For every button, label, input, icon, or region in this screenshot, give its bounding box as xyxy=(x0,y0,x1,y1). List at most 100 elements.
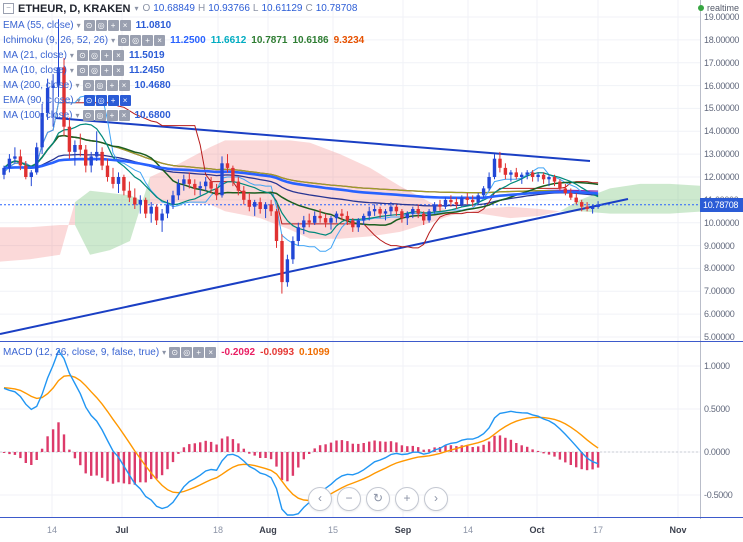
settings-icon[interactable]: ◎ xyxy=(94,80,106,91)
indicator-label[interactable]: MA (200, close) xyxy=(3,80,73,91)
time-axis-label: Jul xyxy=(115,525,129,535)
indicator-row: MA (21, close) ▾ ⊙ ◎ + × 11.5019 xyxy=(3,48,364,63)
indicator-label[interactable]: MACD (12, 26, close, 9, false, true) xyxy=(3,347,160,358)
indicator-value: 11.5019 xyxy=(128,50,165,61)
price-axis-label: 18.00000 xyxy=(704,34,740,45)
price-chart-canvas[interactable] xyxy=(0,0,700,342)
chevron-down-icon[interactable]: ▾ xyxy=(111,36,116,45)
price-axis-label: 5.00000 xyxy=(704,331,735,342)
visibility-icon[interactable]: ⊙ xyxy=(76,65,88,76)
indicator-label[interactable]: MA (10, close) xyxy=(3,65,67,76)
visibility-icon[interactable]: ⊙ xyxy=(169,347,181,358)
chevron-down-icon[interactable]: ▾ xyxy=(76,21,81,30)
pane-separator[interactable] xyxy=(0,341,743,342)
add-icon[interactable]: + xyxy=(193,347,205,358)
close-icon[interactable]: × xyxy=(118,110,130,121)
indicator-value: 11.2500 xyxy=(170,35,206,46)
indicator-controls: ⊙ ◎ + × xyxy=(82,80,130,91)
ohlc-readout: O 10.68849 H 10.93766 L 10.61129 C 10.78… xyxy=(142,3,357,14)
reset-view-button[interactable]: ↻ xyxy=(366,487,390,511)
macd-legend: MACD (12, 26, close, 9, false, true) ▾ ⊙ ◎ +… xyxy=(3,345,330,360)
close-label: C xyxy=(305,3,313,14)
macd-axis-label: 0.0000 xyxy=(704,447,730,457)
chevron-down-icon[interactable]: ▾ xyxy=(162,348,167,357)
add-icon[interactable]: + xyxy=(142,35,154,46)
chevron-down-icon[interactable]: ▾ xyxy=(75,111,80,120)
close-icon[interactable]: × xyxy=(119,95,131,106)
current-price-label: 10.78708 xyxy=(700,197,743,212)
settings-icon[interactable]: ◎ xyxy=(95,95,107,106)
price-axis-label: 15.00000 xyxy=(704,103,740,114)
indicator-controls: ⊙ ◎ + × xyxy=(118,35,166,46)
time-axis-label: 18 xyxy=(212,525,224,535)
macd-axis-label: 0.5000 xyxy=(704,404,730,414)
price-axis-label: 16.00000 xyxy=(704,80,740,91)
close-icon[interactable]: × xyxy=(154,35,166,46)
visibility-icon[interactable]: ⊙ xyxy=(118,35,130,46)
indicator-value: 11.2450 xyxy=(128,65,165,76)
settings-icon[interactable]: ◎ xyxy=(88,50,100,61)
close-icon[interactable]: × xyxy=(205,347,217,358)
close-icon[interactable]: × xyxy=(112,50,124,61)
time-axis-label: Nov xyxy=(669,525,687,535)
close-icon[interactable]: × xyxy=(118,80,130,91)
price-axis-label: 13.00000 xyxy=(704,149,740,160)
time-axis-label: 14 xyxy=(462,525,474,535)
time-axis-label: 17 xyxy=(592,525,604,535)
settings-icon[interactable]: ◎ xyxy=(88,65,100,76)
chevron-down-icon[interactable]: ▾ xyxy=(75,81,80,90)
time-axis-label: Oct xyxy=(529,525,545,535)
chevron-down-icon[interactable]: ▾ xyxy=(134,4,139,13)
time-axis[interactable]: 14 Jul 18 Aug 15 Sep 14 Oct 17 Nov xyxy=(0,519,743,542)
settings-icon[interactable]: ◎ xyxy=(94,110,106,121)
settings-icon[interactable]: ◎ xyxy=(95,20,107,31)
add-icon[interactable]: + xyxy=(106,80,118,91)
indicator-label[interactable]: EMA (55, close) xyxy=(3,20,74,31)
indicator-controls: ⊙ ◎ + × xyxy=(76,65,124,76)
close-icon[interactable]: × xyxy=(119,20,131,31)
visibility-icon[interactable]: ⊙ xyxy=(82,80,94,91)
visibility-icon[interactable]: ⊙ xyxy=(82,110,94,121)
settings-icon[interactable]: ◎ xyxy=(181,347,193,358)
indicator-row: MACD (12, 26, close, 9, false, true) ▾ ⊙ ◎ +… xyxy=(3,345,330,360)
settings-icon[interactable]: ◎ xyxy=(130,35,142,46)
indicator-label[interactable]: Ichimoku (9, 26, 52, 26) xyxy=(3,35,109,46)
indicator-controls: ⊙ ◎ + × xyxy=(76,50,124,61)
indicator-row: Ichimoku (9, 26, 52, 26) ▾ ⊙ ◎ + × 11.2500 11.6… xyxy=(3,33,364,48)
zoom-out-button[interactable]: − xyxy=(337,487,361,511)
time-axis-label: Aug xyxy=(259,525,277,535)
low-label: L xyxy=(252,3,259,14)
chevron-down-icon[interactable]: ▾ xyxy=(76,96,81,105)
indicator-value: 10.4680 xyxy=(134,80,171,91)
scroll-right-button[interactable]: › xyxy=(424,487,448,511)
add-icon[interactable]: + xyxy=(106,110,118,121)
visibility-icon[interactable]: ⊙ xyxy=(83,95,95,106)
indicator-label[interactable]: MA (100, close) xyxy=(3,110,73,121)
visibility-icon[interactable]: ⊙ xyxy=(76,50,88,61)
scroll-left-button[interactable]: ‹ xyxy=(308,487,332,511)
visibility-icon[interactable]: ⊙ xyxy=(83,20,95,31)
close-value: 10.78708 xyxy=(315,3,358,14)
collapse-panel-icon[interactable]: − xyxy=(3,3,14,14)
high-value: 10.93766 xyxy=(208,3,250,14)
symbol-title[interactable]: ETHEUR, D, KRAKEN xyxy=(18,2,131,15)
chevron-down-icon[interactable]: ▾ xyxy=(69,51,74,60)
macd-chart-canvas[interactable] xyxy=(0,342,700,518)
add-icon[interactable]: + xyxy=(100,65,112,76)
indicator-label[interactable]: EMA (90, close) xyxy=(3,95,74,106)
zoom-in-button[interactable]: + xyxy=(395,487,419,511)
add-icon[interactable]: + xyxy=(107,20,119,31)
chevron-down-icon[interactable]: ▾ xyxy=(69,66,74,75)
indicator-value: 10.6800 xyxy=(134,110,171,121)
indicator-label[interactable]: MA (21, close) xyxy=(3,50,67,61)
add-icon[interactable]: + xyxy=(107,95,119,106)
chart-header: − ETHEUR, D, KRAKEN ▾ O 10.68849 H 10.93… xyxy=(0,0,700,17)
indicator-row: MA (10, close) ▾ ⊙ ◎ + × 11.2450 xyxy=(3,63,364,78)
indicator-value: 11.0810 xyxy=(135,20,172,31)
price-axis[interactable]: 19.00000 18.00000 17.00000 16.00000 15.00000… xyxy=(700,0,743,519)
indicator-value: 0.1099 xyxy=(299,347,330,358)
add-icon[interactable]: + xyxy=(100,50,112,61)
close-icon[interactable]: × xyxy=(112,65,124,76)
indicator-value: 11.6612 xyxy=(210,35,247,46)
